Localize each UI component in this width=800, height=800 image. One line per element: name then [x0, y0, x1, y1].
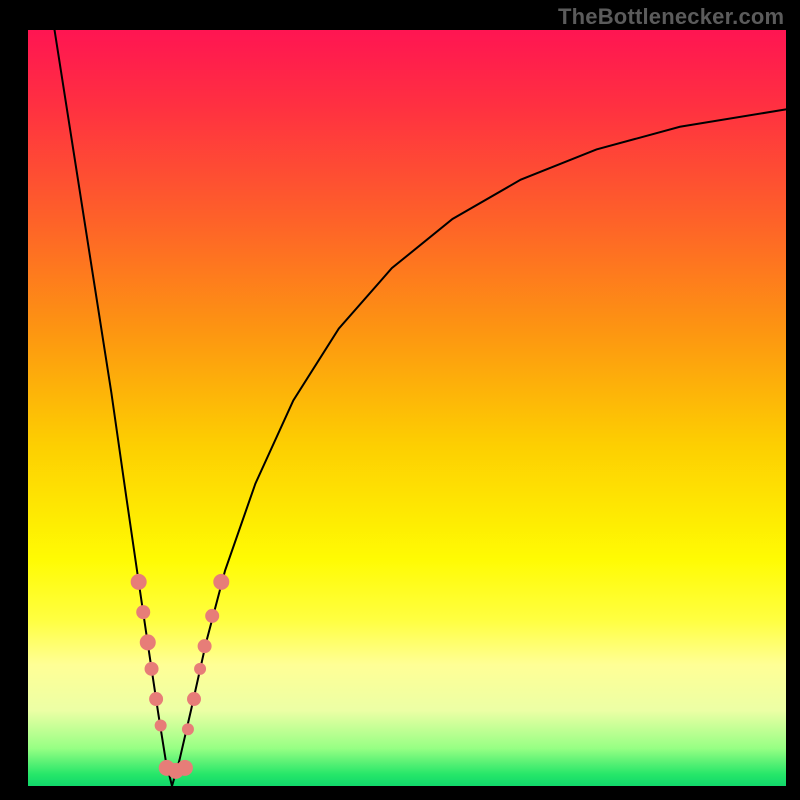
data-marker: [205, 609, 219, 623]
gradient-background: [28, 30, 786, 786]
data-marker: [149, 692, 163, 706]
data-marker: [177, 760, 193, 776]
plot-area: [28, 30, 786, 786]
data-marker: [136, 605, 150, 619]
chart-outer-frame: TheBottlenecker.com: [0, 0, 800, 800]
watermark-text: TheBottlenecker.com: [558, 4, 784, 30]
data-marker: [198, 639, 212, 653]
data-marker: [213, 574, 229, 590]
data-marker: [155, 720, 167, 732]
data-marker: [131, 574, 147, 590]
data-marker: [182, 723, 194, 735]
data-marker: [145, 662, 159, 676]
data-marker: [187, 692, 201, 706]
chart-svg: [28, 30, 786, 786]
data-marker: [140, 634, 156, 650]
data-marker: [194, 663, 206, 675]
